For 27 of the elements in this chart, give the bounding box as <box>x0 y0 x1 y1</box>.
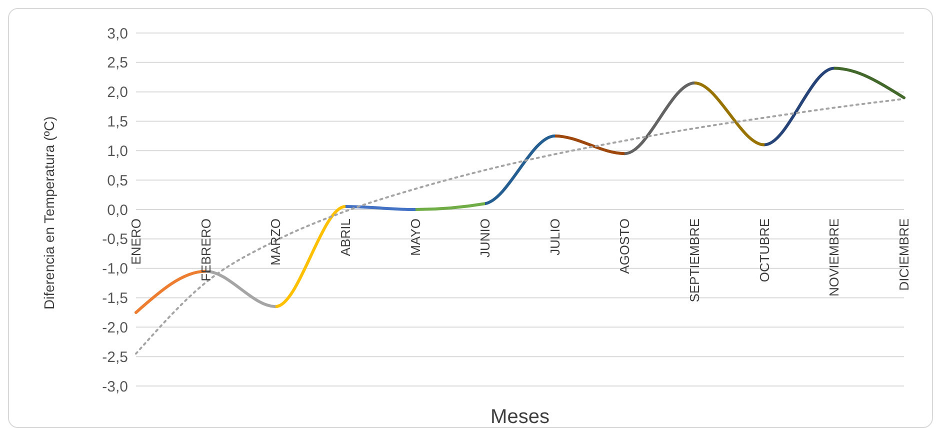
y-tick-label: -2,0 <box>102 319 128 336</box>
y-tick-label: -3,0 <box>102 378 128 396</box>
y-tick-label: -1,5 <box>102 290 128 308</box>
x-tick-label: JULIO <box>547 218 562 256</box>
y-tick-label: 0,5 <box>107 172 128 190</box>
x-axis-title: Meses <box>490 406 550 428</box>
x-tick-label: AGOSTO <box>617 218 632 274</box>
y-tick-label: 1,5 <box>107 114 128 131</box>
x-tick-label: ENERO <box>128 218 144 265</box>
y-tick-label: 1,0 <box>107 142 128 160</box>
y-tick-label: 2,5 <box>107 54 128 72</box>
x-tick-label: FEBRERO <box>198 218 214 282</box>
y-tick-label: -0,5 <box>102 231 128 248</box>
x-tick-label: MAYO <box>408 218 423 256</box>
x-tick-label: MARZO <box>268 218 284 266</box>
x-tick-label: NOVIEMBRE <box>826 218 842 297</box>
x-tick-label: SEPTIEMBRE <box>687 218 702 302</box>
x-tick-label: JUNIO <box>478 218 493 258</box>
y-axis-title: Diferencia en Temperatura (ºC) <box>40 116 57 310</box>
y-tick-label: -2,5 <box>102 348 128 366</box>
x-tick-label: DICIEMBRE <box>896 218 912 291</box>
x-tick-label: ABRIL <box>338 218 353 256</box>
y-tick-label: -1,0 <box>102 260 128 278</box>
y-tick-label: 0,0 <box>107 202 128 219</box>
y-tick-label: 3,0 <box>107 25 128 42</box>
x-tick-label: OCTUBRE <box>756 218 772 282</box>
y-tick-label: 2,0 <box>107 84 128 102</box>
